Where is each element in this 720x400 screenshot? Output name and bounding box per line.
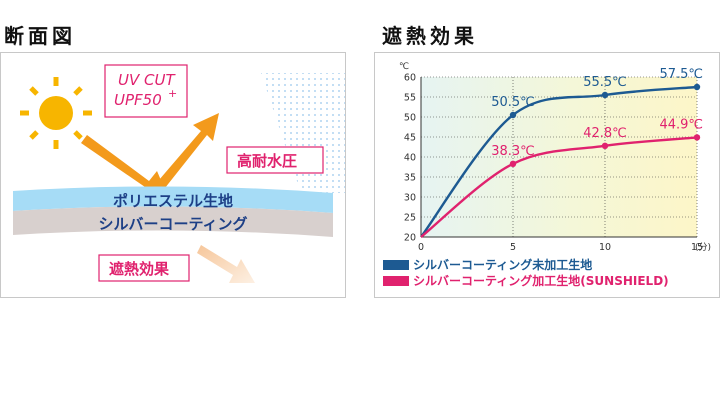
y-tick-label: 60: [404, 73, 416, 84]
upf-text: UPF50: [114, 91, 162, 109]
silver-coating-layer: [13, 206, 333, 237]
y-tick-label: 50: [404, 113, 416, 124]
legend-label-0: シルバーコーティング未加工生地: [413, 257, 592, 272]
data-point-1: [601, 142, 609, 149]
y-tick-label: 35: [404, 173, 416, 184]
legend-swatch-1: [383, 276, 409, 286]
rain-pattern: [261, 73, 345, 193]
polyester-layer: [13, 186, 333, 213]
polyester-label: ポリエステル生地: [113, 192, 233, 210]
upf-plus: +: [168, 87, 177, 100]
x-tick-label: 10: [599, 242, 611, 253]
series-line-1: [420, 136, 698, 238]
reflected-uv-arrow: [153, 113, 219, 193]
water-resistance-text: 高耐水圧: [237, 152, 297, 170]
silver-coating-label: シルバーコーティング: [98, 215, 247, 233]
y-tick-label: 30: [404, 193, 416, 204]
y-tick-label: 25: [404, 213, 416, 224]
legend-swatch-0: [383, 260, 409, 270]
data-point-0: [601, 91, 609, 99]
heat-shield-heading: 遮熱効果: [382, 24, 478, 48]
data-point-0: [509, 111, 517, 119]
x-unit-label: (分): [695, 242, 711, 253]
series-line-0: [420, 85, 698, 238]
y-unit-label: ℃: [399, 62, 409, 72]
legend-label-1: シルバーコーティング加工生地(SUNSHIELD): [413, 273, 669, 288]
blocked-heat-arrow: [197, 245, 255, 283]
y-tick-label: 45: [404, 133, 416, 144]
data-label-1: 38.3℃: [491, 144, 535, 159]
incoming-sun-arrow: [81, 135, 169, 199]
data-label-0: 50.5℃: [491, 95, 535, 110]
heat-shield-box: [98, 254, 190, 282]
data-point-1: [509, 160, 517, 167]
data-label-0: 55.5℃: [583, 75, 627, 90]
sun-icon: [20, 77, 92, 149]
chart-svg: 20 25 30 35 40 45 50 55 60 0 5 10 15 ℃ (分) 50.5℃ 55.5℃ 5…: [383, 62, 711, 288]
data-label-1: 42.8℃: [583, 126, 627, 141]
y-tick-label: 55: [404, 93, 416, 104]
x-tick-label: 5: [510, 242, 516, 253]
y-tick-label: 40: [404, 153, 416, 164]
uv-cut-text: UV CUT: [118, 71, 176, 89]
cross-section-heading: 断面図: [4, 24, 76, 48]
cross-section-svg: UV CUT UPF50 + 高耐水圧 ポリエステル生地 シルバーコーティング …: [13, 64, 345, 283]
water-resistance-box: [226, 146, 324, 174]
heat-shield-chart: 20 25 30 35 40 45 50 55 60 0 5 10 15 ℃ (分) 50.5℃ 55.5℃ 5…: [374, 52, 720, 298]
heat-shield-text: 遮熱効果: [109, 260, 170, 278]
uv-cut-box: [104, 64, 188, 118]
data-label-1: 44.9℃: [659, 117, 703, 132]
data-point-0: [693, 83, 701, 91]
x-tick-label: 15: [691, 242, 703, 253]
y-tick-label: 20: [404, 233, 416, 244]
x-tick-label: 0: [418, 242, 424, 253]
data-point-1: [693, 134, 701, 141]
data-label-0: 57.5℃: [659, 67, 703, 82]
cross-section-diagram: UV CUT UPF50 + 高耐水圧 ポリエステル生地 シルバーコーティング …: [0, 52, 346, 298]
